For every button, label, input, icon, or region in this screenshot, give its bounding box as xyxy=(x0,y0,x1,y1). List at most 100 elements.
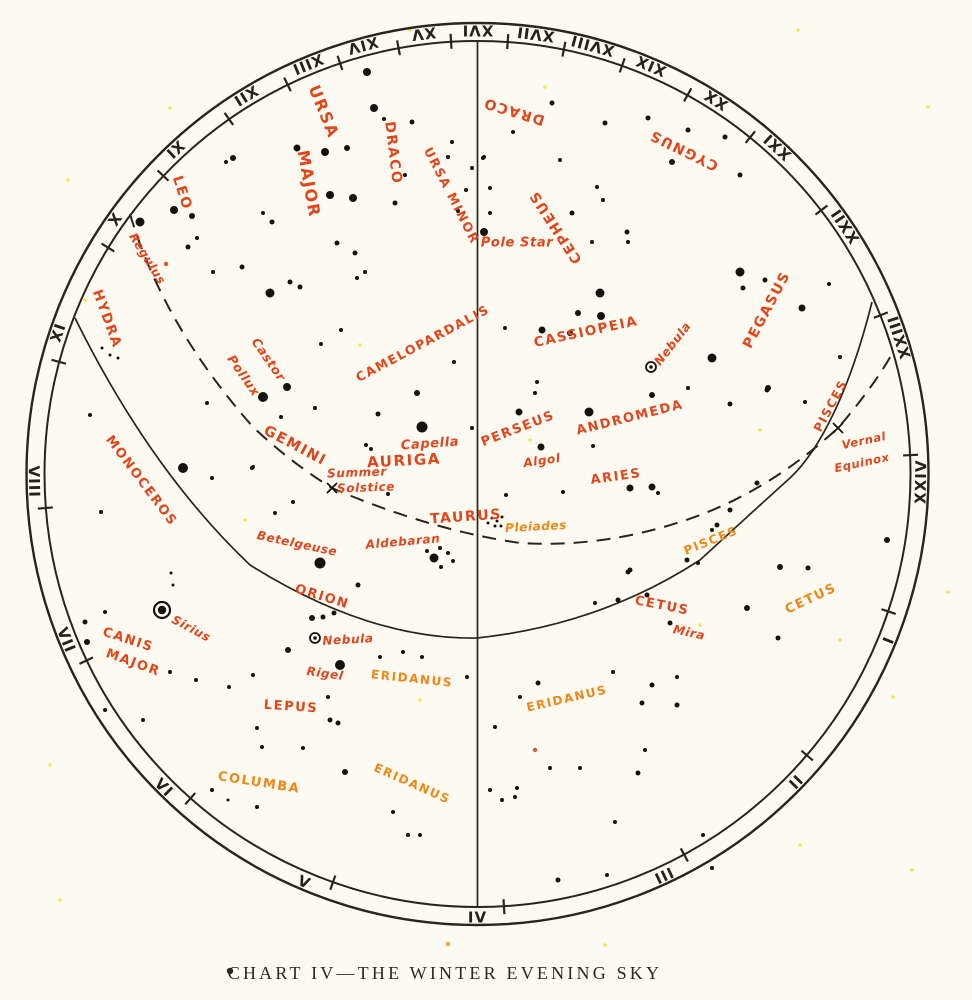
star-dot xyxy=(355,582,361,588)
star-dot xyxy=(490,516,494,520)
label-lepus: LEPUS xyxy=(263,698,319,717)
star-dot xyxy=(669,159,675,165)
star-dot xyxy=(499,524,503,528)
star-dot xyxy=(375,411,381,417)
hour-tick-XII xyxy=(223,112,235,126)
star-dot xyxy=(450,140,454,144)
star-dot xyxy=(595,288,605,298)
star-dot xyxy=(696,561,700,565)
star-dot xyxy=(314,557,326,569)
star-dot xyxy=(465,675,469,679)
star-dot xyxy=(513,795,517,799)
label-draco: DRACO xyxy=(381,121,405,186)
hour-tick-XVIII xyxy=(561,41,567,57)
star-dot xyxy=(301,746,305,750)
star-dot xyxy=(103,610,107,614)
label-auriga: AURIGA xyxy=(367,450,442,472)
star-dot xyxy=(88,413,92,417)
star-dot xyxy=(613,820,617,824)
paper-speck xyxy=(946,590,950,594)
paper-speck xyxy=(358,343,362,347)
label-rigel: Rigel xyxy=(306,664,345,683)
star-dot xyxy=(326,695,330,699)
hour-tick-XVII xyxy=(506,33,510,50)
paper-speck xyxy=(891,695,895,699)
paper-speck xyxy=(445,941,451,947)
star-dot xyxy=(611,670,615,674)
star-dot xyxy=(210,788,214,792)
star-dot xyxy=(293,144,301,152)
star-dot xyxy=(446,155,450,159)
hour-tick-XIX xyxy=(618,57,626,73)
star-dot xyxy=(342,769,348,775)
star-dot xyxy=(727,507,733,513)
star-dot xyxy=(391,810,395,814)
star-dot xyxy=(250,466,254,470)
paper-speck xyxy=(83,298,87,302)
star-dot xyxy=(279,415,283,419)
star-dot xyxy=(211,270,215,274)
star-dot xyxy=(335,660,345,670)
hour-tick-XIII xyxy=(283,77,292,92)
hour-label-IX: IX xyxy=(45,321,68,345)
label-summer: Summer xyxy=(327,464,388,480)
star-dot xyxy=(515,408,523,416)
hour-tick-XV xyxy=(396,40,401,56)
star-dot xyxy=(504,493,508,497)
hour-tick-XXI xyxy=(744,130,756,144)
star-dot xyxy=(291,500,295,504)
paper-speck xyxy=(532,747,538,753)
star-dot xyxy=(805,565,811,571)
star-dot xyxy=(169,571,173,575)
star-dot xyxy=(451,559,455,563)
star-dot xyxy=(624,229,630,235)
hour-tick-VIII xyxy=(37,506,53,510)
star-dot xyxy=(273,511,277,515)
star-dot xyxy=(82,619,88,625)
star-dot xyxy=(710,866,714,870)
star-dot xyxy=(714,522,720,528)
paper-speck xyxy=(796,28,800,32)
sirius-ring xyxy=(152,600,172,620)
star-dot xyxy=(269,219,275,225)
label-capella: Capella xyxy=(400,434,459,453)
star-dot xyxy=(744,605,750,611)
star-dot xyxy=(515,786,519,790)
star-dot xyxy=(326,191,334,199)
star-dot xyxy=(409,119,415,125)
star-dot xyxy=(701,833,705,837)
star-dot xyxy=(363,68,371,76)
star-dot xyxy=(555,877,561,883)
star-dot xyxy=(418,833,422,837)
star-dot xyxy=(754,480,760,486)
star-dot xyxy=(737,172,743,178)
star-dot xyxy=(178,463,188,473)
star-dot xyxy=(327,717,333,723)
star-dot xyxy=(403,173,407,177)
paper-speck xyxy=(66,178,70,182)
label-pleiades: Pleiades xyxy=(505,518,568,535)
hour-label-XV: XV xyxy=(410,23,437,44)
star-dot xyxy=(378,655,382,659)
star-dot xyxy=(535,380,539,384)
nebula-marker-core xyxy=(313,636,317,640)
hour-label-XXIV: XXIV xyxy=(912,459,931,504)
star-dot xyxy=(590,240,594,244)
star-dot xyxy=(309,615,315,621)
cross-marker xyxy=(326,482,338,494)
star-dot xyxy=(644,592,650,598)
hour-label-VIII: VIII xyxy=(25,465,44,498)
caption-bullet xyxy=(226,967,234,975)
star-dot xyxy=(230,155,236,161)
hour-tick-XI xyxy=(156,169,170,182)
star-dot xyxy=(452,360,456,364)
star-dot xyxy=(575,310,581,316)
star-dot xyxy=(99,510,103,514)
star-dot xyxy=(470,426,474,430)
hour-label-XVI: XVI xyxy=(462,22,494,40)
star-dot xyxy=(320,614,326,620)
star-dot xyxy=(775,635,781,641)
star-dot xyxy=(416,421,428,433)
star-dot xyxy=(569,210,575,216)
